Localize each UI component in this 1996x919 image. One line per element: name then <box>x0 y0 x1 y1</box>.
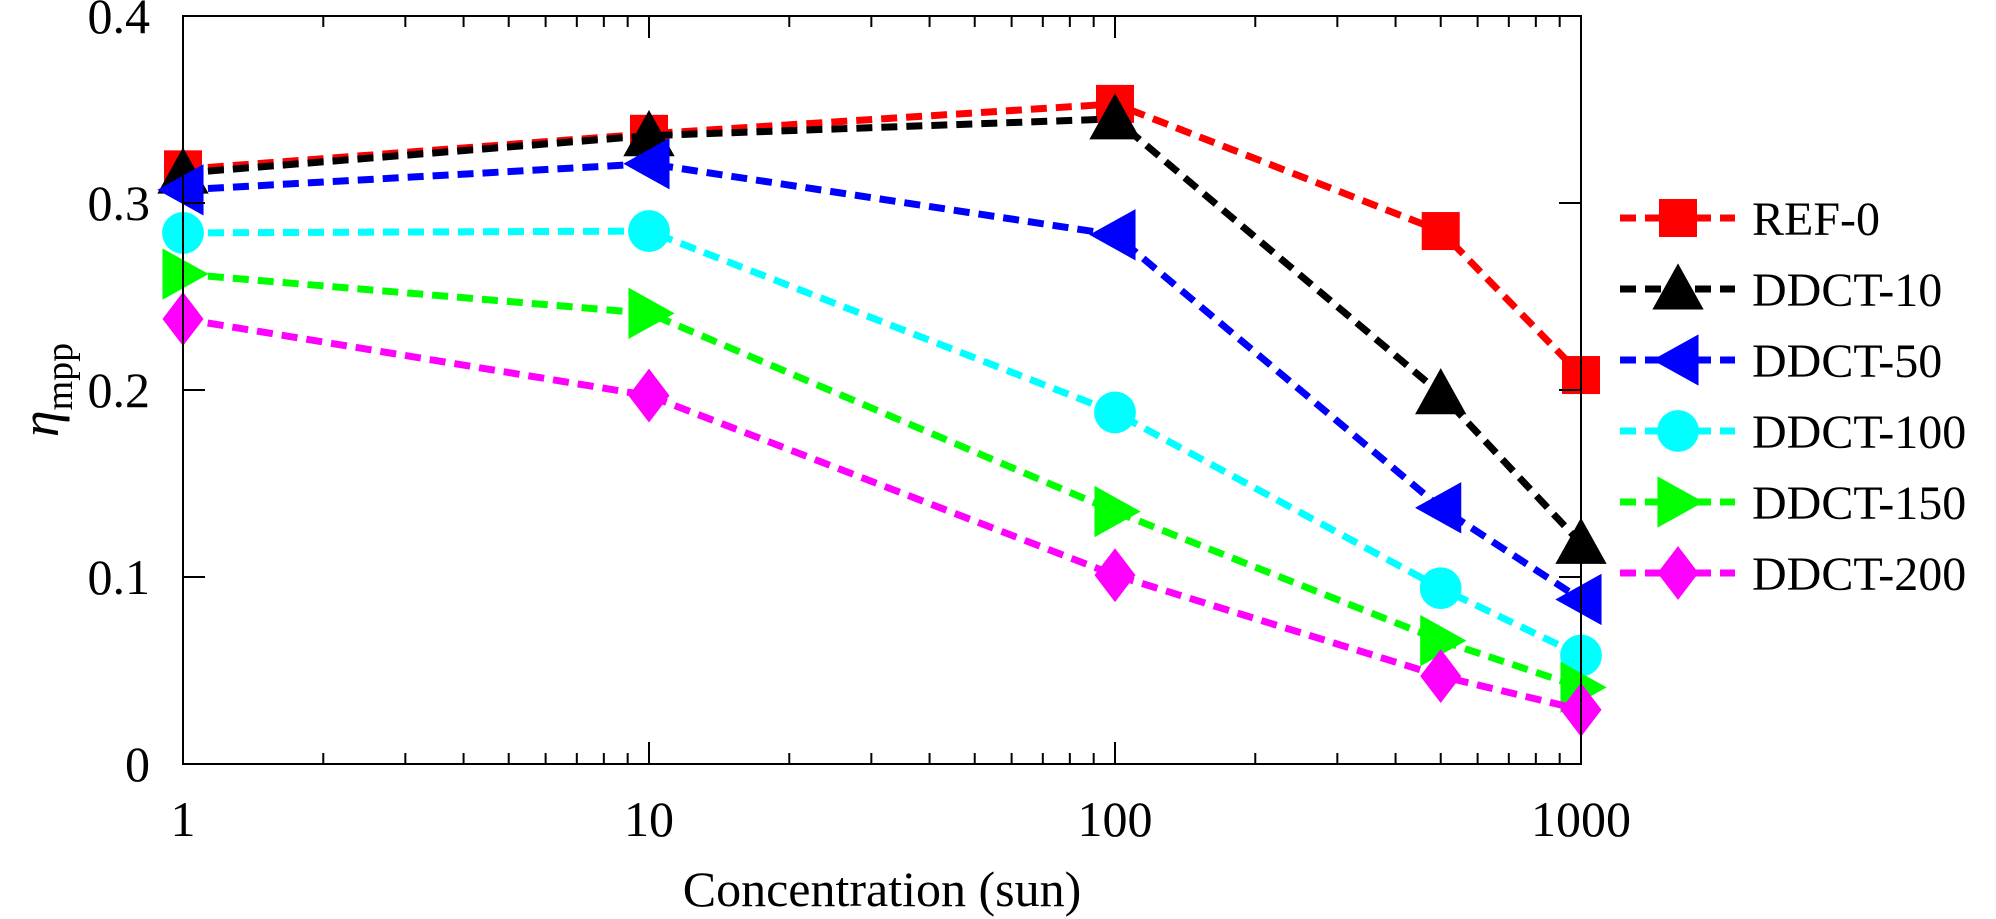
data-point <box>628 287 675 339</box>
legend-marker <box>1652 334 1699 386</box>
legend-marker <box>1657 410 1699 452</box>
data-point <box>1094 391 1136 434</box>
series-line <box>182 227 1583 659</box>
data-point <box>628 210 670 252</box>
series-ddct-10 <box>157 93 1607 564</box>
legend-item: DDCT-200 <box>1620 546 1966 601</box>
data-point <box>1094 485 1141 538</box>
y-tick-label: 0.1 <box>88 549 151 605</box>
legend-item: DDCT-50 <box>1620 334 1942 388</box>
ticks-layer <box>182 15 1582 765</box>
legend-marker <box>1657 476 1704 528</box>
x-tick-label: 1000 <box>1531 791 1631 847</box>
data-point <box>1421 212 1460 251</box>
data-point <box>1419 567 1462 610</box>
legend: REF-0 DDCT-10 DDCT-50 DDCT-100 DDCT-150 DDCT-… <box>1620 193 1966 601</box>
y-tick-label: 0.4 <box>88 0 151 44</box>
legend-item: DDCT-10 <box>1620 263 1942 317</box>
series-ddct-50 <box>157 138 1602 626</box>
legend-item: DDCT-100 <box>1620 406 1966 459</box>
data-point <box>1415 482 1462 534</box>
y-axis-subscript: mpp <box>39 343 81 411</box>
data-point <box>1420 614 1467 667</box>
series-line <box>182 100 1584 378</box>
data-point <box>1089 93 1141 140</box>
legend-marker <box>1657 546 1699 600</box>
legend-label: DDCT-200 <box>1752 548 1966 601</box>
legend-label: DDCT-100 <box>1752 406 1966 459</box>
data-point <box>1415 368 1467 415</box>
legend-item: REF-0 <box>1620 193 1880 246</box>
data-point <box>162 248 209 300</box>
y-tick-label: 0.3 <box>88 175 151 231</box>
legend-label: DDCT-10 <box>1752 264 1942 317</box>
legend-label: REF-0 <box>1752 193 1880 246</box>
data-point <box>628 368 670 423</box>
legend-label: DDCT-150 <box>1752 477 1966 530</box>
series-ddct-100 <box>162 210 1602 677</box>
x-tick-label: 1 <box>171 791 196 847</box>
data-point <box>1555 573 1602 626</box>
legend-label: DDCT-50 <box>1752 335 1942 388</box>
tick-labels-layer: 1 10 100 1000 0 0.1 0.2 0.3 0.4 <box>88 0 1632 847</box>
data-point <box>1089 209 1136 261</box>
series-ddct-150 <box>162 248 1607 713</box>
x-axis-title: Concentration (sun) <box>683 861 1082 917</box>
y-tick-label: 0.2 <box>88 362 151 418</box>
data-point <box>1094 548 1136 603</box>
y-axis-title: ηmpp <box>10 343 81 437</box>
legend-marker <box>1659 199 1697 237</box>
series-line <box>182 315 1582 714</box>
legend-item: DDCT-150 <box>1620 476 1966 530</box>
legend-marker <box>1652 263 1704 310</box>
y-tick-label: 0 <box>125 736 150 792</box>
data-point <box>1420 649 1462 704</box>
y-axis-symbol: η <box>10 410 70 437</box>
x-tick-label: 100 <box>1078 791 1153 847</box>
series-ddct-200 <box>162 292 1602 737</box>
series-line <box>182 115 1584 546</box>
series-line <box>182 270 1583 691</box>
series-layer <box>157 84 1607 737</box>
x-tick-label: 10 <box>624 791 674 847</box>
data-point <box>623 138 670 190</box>
